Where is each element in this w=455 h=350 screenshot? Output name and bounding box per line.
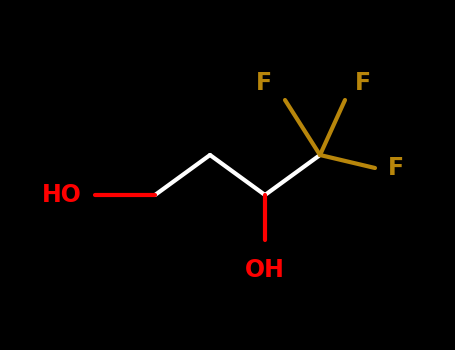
Text: OH: OH bbox=[245, 258, 285, 282]
Text: F: F bbox=[256, 71, 272, 95]
Text: F: F bbox=[388, 156, 404, 180]
Text: HO: HO bbox=[42, 183, 82, 207]
Text: F: F bbox=[355, 71, 371, 95]
